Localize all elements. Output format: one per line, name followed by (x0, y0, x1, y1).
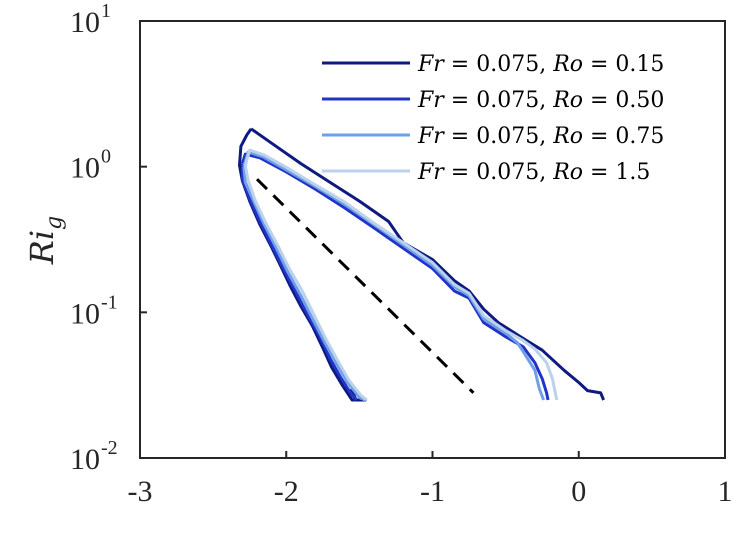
legend: Fr = 0.075, Ro = 0.15 Fr = 0.075, Ro = 0.… (322, 52, 664, 185)
y-tick-label: 10 1 (70, 0, 111, 39)
series-line-upper (250, 127, 605, 401)
series-line-upper (240, 152, 550, 401)
series-3 (242, 150, 546, 402)
legend-label: Fr = 0.075, Ro = 0.15 (417, 52, 664, 77)
y-tick-exponent: -2 (101, 437, 118, 459)
series-line-lower (243, 165, 368, 402)
x-tick-label: -2 (274, 475, 299, 508)
plot-frame (139, 20, 726, 459)
y-tick-base: 10 (70, 297, 100, 330)
y-axis-label: Rig (23, 216, 67, 265)
legend-item: Fr = 0.075, Ro = 1.5 (322, 160, 650, 185)
x-tick-label: 1 (718, 475, 733, 508)
y-tick-exponent: 0 (101, 146, 111, 168)
y-tick-base: 10 (70, 443, 100, 476)
y-tick-base: 10 (70, 152, 100, 185)
series-line-lower (242, 166, 366, 402)
y-tick-label: 10 -2 (70, 437, 118, 476)
series-line-lower (240, 163, 358, 401)
series-4 (243, 148, 559, 402)
y-axis-label-base: Ri (23, 230, 61, 265)
x-tick-label: -3 (128, 475, 153, 508)
series-layer (238, 127, 605, 402)
legend-item: Fr = 0.075, Ro = 0.75 (322, 124, 664, 149)
series-line-upper (243, 148, 559, 401)
x-tick-label: 0 (571, 475, 586, 508)
series-line-lower (238, 127, 367, 402)
y-tick-label: 10 0 (70, 146, 111, 185)
series-1 (238, 127, 605, 402)
series-line-upper (242, 150, 546, 401)
legend-item: Fr = 0.075, Ro = 0.15 (322, 52, 664, 77)
legend-item: Fr = 0.075, Ro = 0.50 (322, 88, 664, 113)
y-tick-base: 10 (70, 6, 100, 39)
x-tick-label: -1 (420, 475, 445, 508)
y-axis-label-subscript: g (42, 216, 67, 230)
legend-label: Fr = 0.075, Ro = 1.5 (417, 160, 650, 185)
series-2 (240, 152, 550, 401)
legend-label: Fr = 0.075, Ro = 0.75 (417, 124, 664, 149)
y-tick-exponent: 1 (101, 0, 111, 22)
y-tick-label: 10 -1 (70, 291, 118, 330)
y-tick-exponent: -1 (101, 291, 118, 313)
legend-label: Fr = 0.075, Ro = 0.50 (417, 88, 664, 113)
reference-dashed-line (255, 178, 475, 394)
